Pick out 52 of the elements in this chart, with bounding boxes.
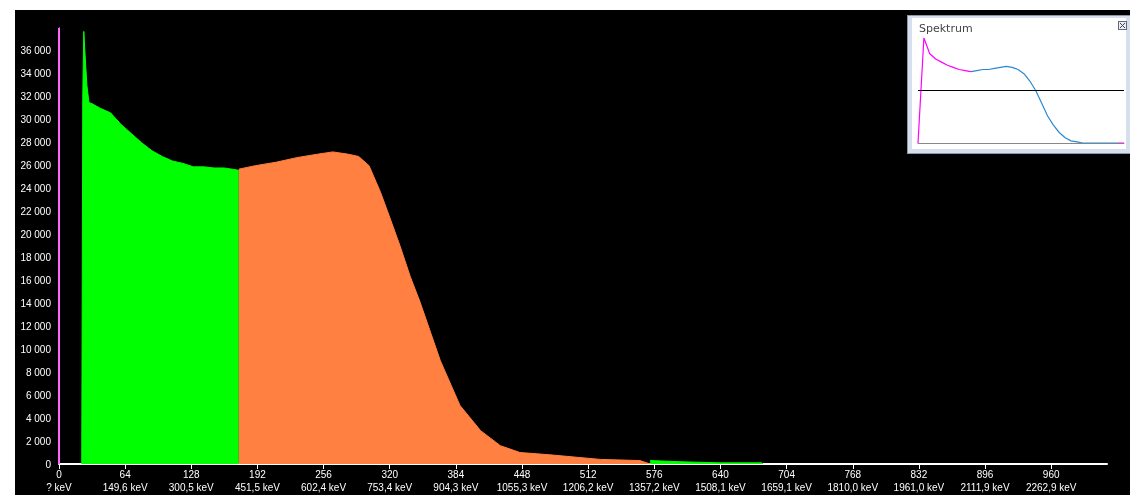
x-tick-label: 192 <box>249 468 267 480</box>
x2-tick-label: 1055,3 keV <box>496 481 548 493</box>
x2-tick-label: 1659,1 keV <box>761 481 813 493</box>
x-tick-label: 640 <box>712 468 730 480</box>
y-tick-label: 22 000 <box>20 206 52 218</box>
y-tick-label: 24 000 <box>20 183 52 195</box>
x-tick-label: 128 <box>182 468 201 480</box>
y-tick-label: 4 000 <box>25 412 52 424</box>
x2-tick-label: 2111,9 keV <box>960 481 1010 493</box>
y-tick-label: 0 <box>45 458 52 470</box>
x2-tick-label: 1508,1 keV <box>695 481 747 493</box>
x2-tick-label: 1810,0 keV <box>827 481 879 493</box>
x2-tick-label: ? keV <box>46 481 73 493</box>
x2-tick-label: 1961,0 keV <box>893 481 945 493</box>
x-tick-label: 64 <box>119 468 132 480</box>
x-tick-label: 384 <box>447 468 465 480</box>
x2-tick-label: 1206,2 keV <box>562 481 614 493</box>
y-tick-label: 20 000 <box>20 229 52 241</box>
x-tick-label: 448 <box>513 468 531 480</box>
x-tick-label: 768 <box>844 468 862 480</box>
y-tick-label: 30 000 <box>20 114 52 126</box>
y-tick-label: 14 000 <box>20 297 52 309</box>
x2-tick-label: 2262,9 keV <box>1025 481 1077 493</box>
y-tick-label: 26 000 <box>20 160 52 172</box>
x2-tick-label: 1357,2 keV <box>629 481 680 493</box>
y-tick-label: 10 000 <box>20 343 52 355</box>
y-tick-label: 36 000 <box>20 45 52 57</box>
chart-title: Spektrum <box>919 22 973 35</box>
x-tick-label: 704 <box>778 468 796 480</box>
x-tick-label: 960 <box>1042 468 1060 480</box>
y-tick-label: 34 000 <box>20 68 52 80</box>
y-tick-label: 2 000 <box>25 435 52 447</box>
y-tick-label: 6 000 <box>25 389 52 401</box>
y-tick-label: 18 000 <box>20 251 52 263</box>
x2-tick-label: 753,4 keV <box>367 481 413 493</box>
y-tick-label: 8 000 <box>25 366 52 378</box>
y-tick-label: 32 000 <box>20 91 52 103</box>
x2-tick-label: 451,5 keV <box>234 481 281 493</box>
y-tick-label: 12 000 <box>20 320 52 332</box>
y-tick-label: 16 000 <box>20 274 52 286</box>
x-tick-label: 832 <box>910 468 928 480</box>
x-tick-label: 576 <box>645 468 664 480</box>
x-tick-label: 896 <box>976 468 994 480</box>
x2-tick-label: 904,3 keV <box>433 481 479 493</box>
x-tick-label: 256 <box>315 468 333 480</box>
x-tick-label: 320 <box>381 468 399 480</box>
x2-tick-label: 149,6 keV <box>102 481 148 493</box>
y-tick-label: 28 000 <box>20 137 52 149</box>
x2-tick-label: 602,4 keV <box>301 481 347 493</box>
x-tick-label: 512 <box>579 468 597 480</box>
x2-tick-label: 300,5 keV <box>168 481 215 493</box>
x-tick-label: 0 <box>56 468 63 480</box>
